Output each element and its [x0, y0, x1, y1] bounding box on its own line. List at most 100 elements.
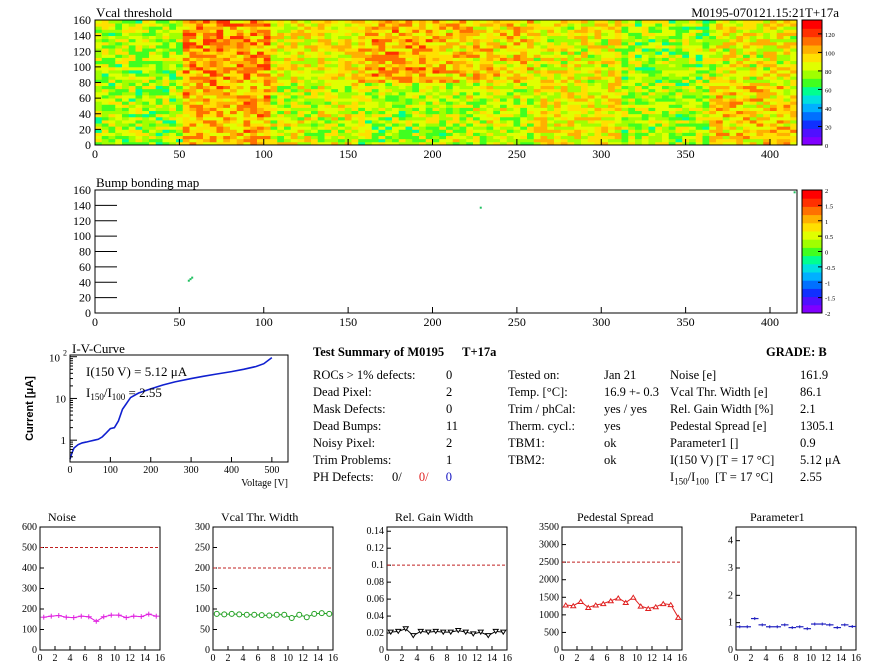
panel-frame: [212, 526, 334, 651]
ratio-label: I150/I100 [T = 17 °C]: [670, 470, 773, 487]
heatmap-cell: [317, 107, 325, 112]
heatmap-cell: [378, 85, 386, 90]
heatmap-cell: [338, 113, 346, 118]
panel-title: Rel. Gain Width: [395, 510, 473, 524]
heatmap-cell: [662, 54, 670, 58]
heatmap-cell: [378, 120, 386, 124]
heatmap-cell: [122, 101, 130, 105]
heatmap-cell: [439, 32, 447, 37]
heatmap-cell: [655, 123, 663, 127]
heatmap-cell: [385, 51, 393, 55]
heatmap-cell: [736, 132, 744, 137]
heatmap-cell: [290, 29, 298, 33]
heatmap-cell: [203, 45, 211, 49]
heatmap-cell: [635, 138, 643, 143]
heatmap-cell: [581, 29, 589, 33]
heatmap-cell: [270, 95, 278, 99]
heatmap-cell: [641, 107, 649, 112]
data-point: [644, 605, 652, 612]
heatmap-cell: [331, 138, 339, 143]
grade-label: GRADE: B: [766, 345, 827, 359]
heatmap-cell: [662, 116, 670, 121]
heatmap-cell: [446, 32, 454, 37]
heatmap-cell: [284, 101, 292, 105]
heatmap-cell: [473, 110, 481, 115]
heatmap-cell: [790, 141, 798, 146]
heatmap-cell: [290, 35, 298, 40]
heatmap-cell: [338, 101, 346, 105]
heatmap-cell: [662, 132, 670, 137]
heatmap-cell: [500, 98, 508, 102]
heatmap-cell: [122, 66, 130, 71]
heatmap-cell: [351, 101, 359, 105]
heatmap-cell: [209, 123, 217, 127]
heatmap-cell: [756, 38, 764, 43]
heatmap-cell: [601, 101, 609, 105]
x-tick-label: 300: [592, 315, 610, 329]
heatmap-cell: [722, 60, 730, 65]
heatmap-cell: [419, 135, 427, 140]
heatmap-cell: [783, 138, 791, 143]
color-bar-step: [802, 292, 822, 298]
heatmap-cell: [689, 120, 697, 124]
heatmap-cell: [527, 26, 535, 30]
x-tick-label: 100: [103, 465, 118, 476]
heatmap-cell: [263, 129, 271, 133]
heatmap-cell: [371, 51, 379, 55]
heatmap-cell: [392, 60, 400, 65]
heatmap-cell: [405, 141, 413, 146]
heatmap-cell: [385, 123, 393, 127]
heatmap-cell: [466, 48, 474, 52]
heatmap-cell: [317, 57, 325, 62]
heatmap-cell: [554, 51, 562, 55]
heatmap-cell: [324, 85, 332, 90]
heatmap-cell: [608, 51, 616, 55]
heatmap-cell: [500, 82, 508, 87]
summary-left-label: Mask Defects:: [313, 402, 386, 416]
heatmap-cell: [108, 63, 116, 68]
heatmap-cell: [682, 63, 690, 68]
heatmap-cell: [209, 85, 217, 90]
heatmap-cell: [304, 126, 312, 130]
heatmap-cell: [338, 138, 346, 143]
heatmap-cell: [304, 35, 312, 40]
heatmap-cell: [162, 32, 170, 37]
heatmap-cell: [142, 35, 150, 40]
heatmap-cell: [236, 66, 244, 71]
heatmap-cell: [459, 135, 467, 140]
heatmap-cell: [770, 138, 778, 143]
heatmap-cell: [392, 104, 400, 108]
heatmap-cell: [412, 98, 420, 102]
heatmap-cell: [486, 141, 494, 146]
heatmap-cell: [378, 98, 386, 102]
heatmap-cell: [182, 129, 190, 133]
heatmap-cell: [142, 101, 150, 105]
heatmap-cell: [155, 107, 163, 112]
heatmap-cell: [689, 73, 697, 77]
data-point: [311, 610, 318, 617]
heatmap-cell: [263, 138, 271, 143]
heatmap-cell: [203, 63, 211, 68]
heatmap-cell: [108, 66, 116, 71]
heatmap-cell: [101, 32, 109, 37]
heatmap-cell: [311, 95, 319, 99]
heatmap-cell: [628, 45, 636, 49]
heatmap-cell: [196, 54, 204, 58]
heatmap-cell: [115, 20, 123, 24]
heatmap-cell: [115, 123, 123, 127]
heatmap-cell: [601, 20, 609, 24]
heatmap-cell: [540, 135, 548, 140]
heatmap-cell: [736, 104, 744, 108]
heatmap-cell: [311, 51, 319, 55]
heatmap-cell: [716, 70, 724, 74]
heatmap-cell: [351, 73, 359, 77]
heatmap-cell: [324, 51, 332, 55]
heatmap-cell: [432, 135, 440, 140]
heatmap-cell: [223, 66, 231, 71]
heatmap-cell: [135, 66, 143, 71]
heatmap-cell: [358, 91, 366, 96]
data-point: [326, 610, 333, 617]
heatmap-cell: [250, 110, 258, 115]
heatmap-cell: [614, 20, 622, 24]
heatmap-cell: [763, 138, 771, 143]
